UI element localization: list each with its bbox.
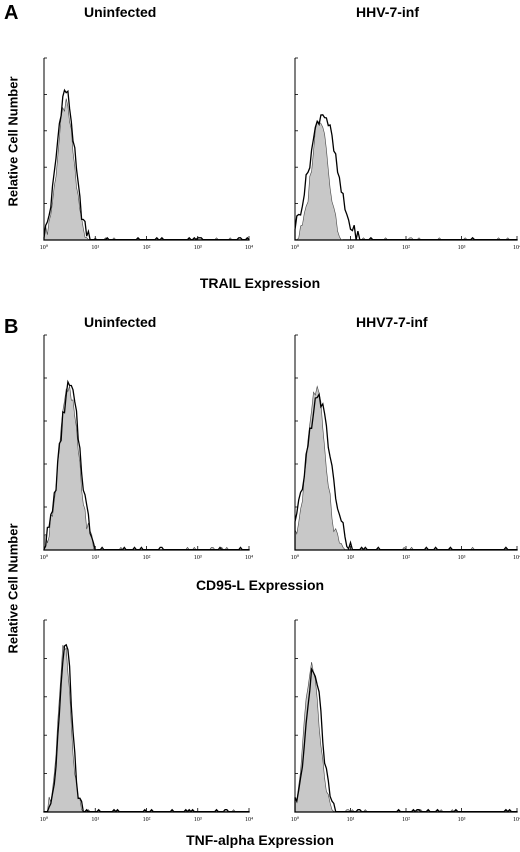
histogram-series-tnf-hhv7-1 [294, 667, 518, 813]
col-title-b-right: HHV7-7-inf [356, 314, 428, 330]
x-tick-label: 10⁰ [291, 244, 300, 251]
histogram-series-cd95l-hhv7-0 [294, 385, 518, 551]
histogram-series-tnf-uninfected-0 [43, 644, 250, 813]
histogram-series-tnf-hhv7-0 [294, 661, 518, 813]
x-tick-label: 10⁴ [245, 555, 253, 561]
histogram-series-trail-hhv7-0 [294, 120, 518, 241]
x-tick-label: 10² [402, 555, 410, 561]
x-tick-label: 10³ [458, 245, 466, 251]
x-tick-label: 10⁰ [291, 816, 300, 823]
x-tick-label: 10⁴ [513, 817, 520, 823]
x-tick-label: 10⁰ [40, 244, 49, 251]
x-tick-label: 10¹ [347, 245, 355, 251]
x-tick-label: 10⁰ [291, 554, 300, 561]
x-tick-label: 10³ [194, 555, 202, 561]
xlabel-a: TRAIL Expression [199, 275, 321, 291]
histogram-series-cd95l-uninfected-0 [43, 385, 250, 551]
x-tick-label: 10⁴ [245, 817, 253, 823]
x-tick-label: 10⁴ [245, 245, 253, 251]
x-tick-label: 10³ [458, 817, 466, 823]
panel-letter-a: A [4, 2, 19, 24]
x-tick-label: 10¹ [91, 245, 99, 251]
x-tick-label: 10⁴ [513, 245, 520, 251]
histogram-tnf-uninfected: 10⁰ 10¹ 10² 10³ 10⁴ [40, 619, 253, 823]
panel-letter-b: B [4, 316, 19, 338]
x-tick-label: 10² [143, 817, 151, 823]
histogram-cd95l-hhv7: 10⁰ 10¹ 10² 10³ 10⁴ [291, 334, 520, 561]
col-title-a-left: Uninfected [84, 4, 157, 20]
x-tick-label: 10¹ [347, 555, 355, 561]
histogram-series-trail-uninfected-0 [43, 98, 250, 241]
x-tick-label: 10³ [458, 555, 466, 561]
x-tick-label: 10⁰ [40, 816, 49, 823]
x-tick-label: 10¹ [347, 817, 355, 823]
x-tick-label: 10³ [194, 245, 202, 251]
col-title-a-right: HHV-7-inf [356, 4, 419, 20]
col-title-b-left: Uninfected [84, 314, 157, 330]
x-tick-label: 10² [143, 245, 151, 251]
x-tick-label: 10¹ [91, 817, 99, 823]
ylabel-a: Relative Cell Number [5, 76, 21, 207]
x-tick-label: 10⁰ [40, 554, 49, 561]
x-tick-label: 10⁴ [513, 555, 520, 561]
x-tick-label: 10¹ [91, 555, 99, 561]
histogram-trail-hhv7: 10⁰ 10¹ 10² 10³ 10⁴ [291, 57, 520, 251]
xlabel-b-bottom: TNF-alpha Expression [186, 832, 334, 848]
x-tick-label: 10² [143, 555, 151, 561]
histogram-cd95l-uninfected: 10⁰ 10¹ 10² 10³ 10⁴ [40, 334, 253, 561]
x-tick-label: 10³ [194, 817, 202, 823]
xlabel-b-middle: CD95-L Expression [195, 577, 325, 593]
histogram-trail-uninfected: 10⁰ 10¹ 10² 10³ 10⁴ [40, 57, 253, 251]
x-tick-label: 10² [402, 245, 410, 251]
x-tick-label: 10² [402, 817, 410, 823]
histogram-tnf-hhv7: 10⁰ 10¹ 10² 10³ 10⁴ [291, 619, 520, 823]
